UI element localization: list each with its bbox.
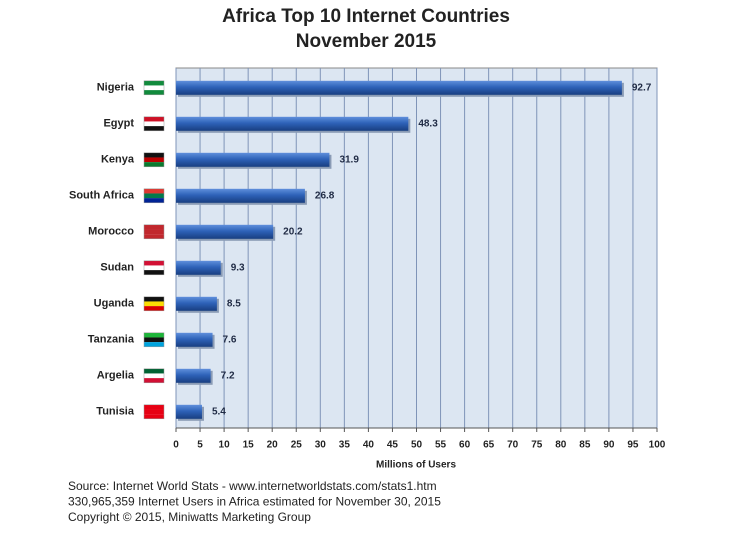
flag [144,198,164,203]
x-tick-label: 70 [507,440,519,451]
flag [144,260,164,266]
category-label: Egypt [103,118,134,130]
flag-border [143,80,165,96]
flag [144,126,164,131]
value-label: 5.4 [212,406,226,417]
flag [144,116,164,122]
value-label: 20.2 [283,226,303,237]
value-label: 7.2 [221,370,235,381]
flag [144,152,164,158]
flag [144,90,164,95]
value-label: 9.3 [231,262,245,273]
flag-border [143,404,165,420]
flag-border [143,152,165,168]
bar [176,260,221,275]
flag [144,342,164,347]
bar [176,368,211,383]
footer-line: 330,965,359 Internet Users in Africa est… [68,495,441,509]
footer-line: Copyright © 2015, Miniwatts Marketing Gr… [68,510,311,524]
flag [144,301,164,307]
category-label: Kenya [101,154,135,166]
x-tick-label: 15 [243,440,255,451]
flag [144,378,164,383]
bar [176,224,274,239]
flag [144,332,164,338]
category-label: Tunisia [96,406,135,418]
x-tick-label: 95 [627,440,639,451]
x-tick-label: 0 [173,440,179,451]
x-tick-label: 60 [459,440,471,451]
category-label: Nigeria [97,82,135,94]
category-label: Morocco [88,226,134,238]
x-tick-label: 30 [315,440,327,451]
bar [176,152,330,167]
flag [144,188,164,194]
flag [144,85,164,91]
flag [144,157,164,163]
footer-line: Source: Internet World Stats - www.inter… [68,479,437,493]
flag-border [143,296,165,312]
bar [176,296,217,311]
x-tick-label: 5 [197,440,203,451]
flag [144,80,164,86]
bar [176,332,213,347]
x-tick-label: 10 [219,440,231,451]
flag [144,337,164,343]
x-tick-label: 75 [531,440,543,451]
flag [144,373,164,379]
flag [144,409,164,415]
x-tick-label: 65 [483,440,495,451]
x-tick-label: 25 [291,440,303,451]
x-tick-label: 45 [387,440,399,451]
value-label: 7.6 [223,334,237,345]
flag [144,162,164,167]
flag [144,224,164,230]
flag [144,121,164,127]
flag [144,368,164,374]
flag-border [143,116,165,132]
x-tick-label: 50 [411,440,423,451]
chart-subtitle: November 2015 [296,31,437,52]
flag [144,404,164,410]
category-label: South Africa [69,190,135,202]
x-tick-label: 55 [435,440,447,451]
value-label: 92.7 [632,82,652,93]
x-tick-label: 35 [339,440,351,451]
x-tick-label: 40 [363,440,375,451]
flag [144,265,164,271]
x-tick-label: 20 [267,440,279,451]
value-label: 8.5 [227,298,241,309]
flag-border [143,368,165,384]
flag-border [143,188,165,204]
x-tick-label: 100 [649,440,666,451]
category-label: Argelia [97,370,135,382]
flag [144,229,164,235]
chart-title: Africa Top 10 Internet Countries [222,6,510,27]
value-label: 31.9 [339,154,359,165]
bar [176,80,622,95]
flag [144,296,164,302]
value-label: 48.3 [418,118,438,129]
value-label: 26.8 [315,190,335,201]
flag-border [143,332,165,348]
category-label: Uganda [94,298,135,310]
flag [144,193,164,199]
flag [144,270,164,275]
category-label: Sudan [100,262,134,274]
x-tick-label: 90 [603,440,615,451]
bar [176,116,409,131]
x-tick-label: 85 [579,440,591,451]
flag [144,414,164,419]
bar [176,404,202,419]
bar [176,188,305,203]
category-label: Tanzania [88,334,135,346]
x-tick-label: 80 [555,440,567,451]
flag [144,234,164,239]
flag [144,306,164,311]
x-axis-label: Millions of Users [376,460,456,471]
flag-border [143,260,165,276]
flag-border [143,224,165,240]
